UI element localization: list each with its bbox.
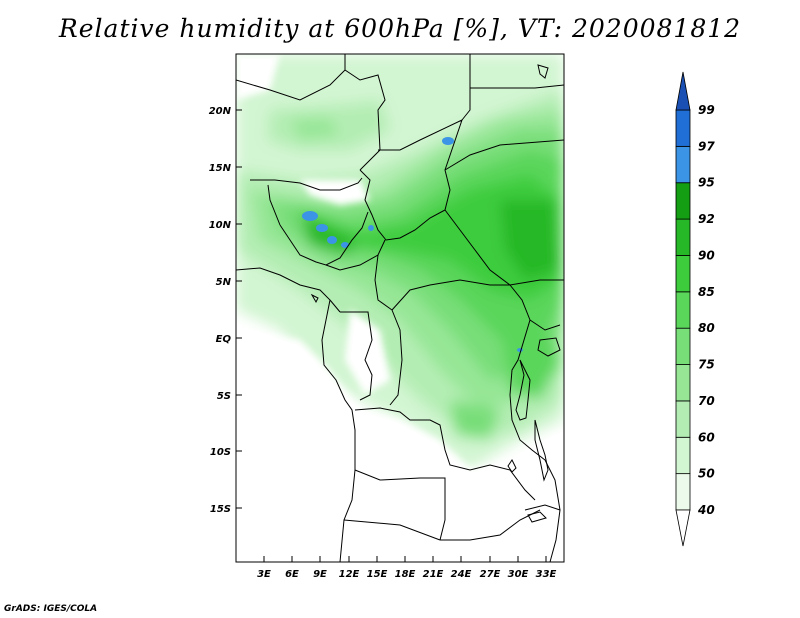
lat-tick-label: 20N [209, 106, 232, 117]
colorbar-label: 75 [698, 358, 715, 372]
colorbar-segment [675, 145, 691, 184]
colorbar-segment [675, 291, 691, 329]
lon-tick-label: 18E [395, 569, 416, 580]
colorbar-segment [675, 255, 691, 293]
colorbar-over-arrow [675, 71, 691, 111]
lon-tick-label: 3E [257, 569, 271, 580]
map-frame [235, 53, 565, 563]
colorbar-segment [675, 327, 691, 365]
lat-tick-label: 15S [210, 504, 231, 515]
plot-title: Relative humidity at 600hPa [%], VT: 202… [58, 14, 742, 43]
colorbar-label: 92 [698, 212, 715, 226]
colorbar-under-arrow [675, 509, 691, 547]
lon-tick-label: 15E [367, 569, 388, 580]
lon-tick-label: 21E [423, 569, 444, 580]
lat-tick-label: 15N [209, 163, 232, 174]
lon-tick-label: 6E [285, 569, 299, 580]
lon-tick-label: 9E [313, 569, 327, 580]
lon-tick-label: 24E [451, 569, 472, 580]
colorbar-label: 90 [698, 248, 715, 262]
lat-tick-labels: 20N 15N 10N 5N EQ 5S 10S 15S [209, 106, 232, 515]
lat-tick-label: 10N [209, 220, 232, 231]
credit-text: GrADS: IGES/COLA [4, 604, 98, 614]
colorbar-segment [675, 436, 691, 475]
colorbar-label: 40 [697, 503, 715, 517]
colorbar-segment [675, 364, 691, 402]
humidity-field [236, 54, 564, 562]
lat-tick-label: 10S [210, 447, 231, 458]
lon-tick-label: 30E [508, 569, 529, 580]
lon-tick-labels: 3E 6E 9E 12E 15E 18E 21E 24E 27E 30E 33E [257, 569, 556, 580]
lon-tick-label: 27E [480, 569, 501, 580]
colorbar-segment [675, 473, 691, 511]
colorbar-label: 99 [698, 103, 715, 117]
colorbar-label: 95 [698, 176, 715, 190]
axis-ticks [236, 109, 547, 562]
lat-tick-label: 5S [217, 391, 231, 402]
colorbar-label: 80 [698, 321, 715, 335]
colorbar-label: 85 [698, 285, 715, 299]
colorbar-label: 50 [698, 467, 715, 481]
lat-tick-label: 5N [216, 277, 232, 288]
lat-tick-label: EQ [216, 334, 232, 345]
colorbar-label: 60 [698, 430, 715, 444]
country-borders [236, 54, 564, 562]
colorbar-segment [675, 182, 691, 220]
colorbar-label: 97 [698, 139, 715, 153]
colorbar-segment [675, 218, 691, 256]
colorbar: 40 50 60 70 75 80 85 90 92 95 97 99 [675, 71, 715, 547]
lon-tick-label: 12E [339, 569, 360, 580]
lon-tick-label: 33E [536, 569, 557, 580]
colorbar-segment [675, 400, 691, 438]
colorbar-segment [675, 109, 691, 147]
colorbar-label: 70 [698, 394, 715, 408]
